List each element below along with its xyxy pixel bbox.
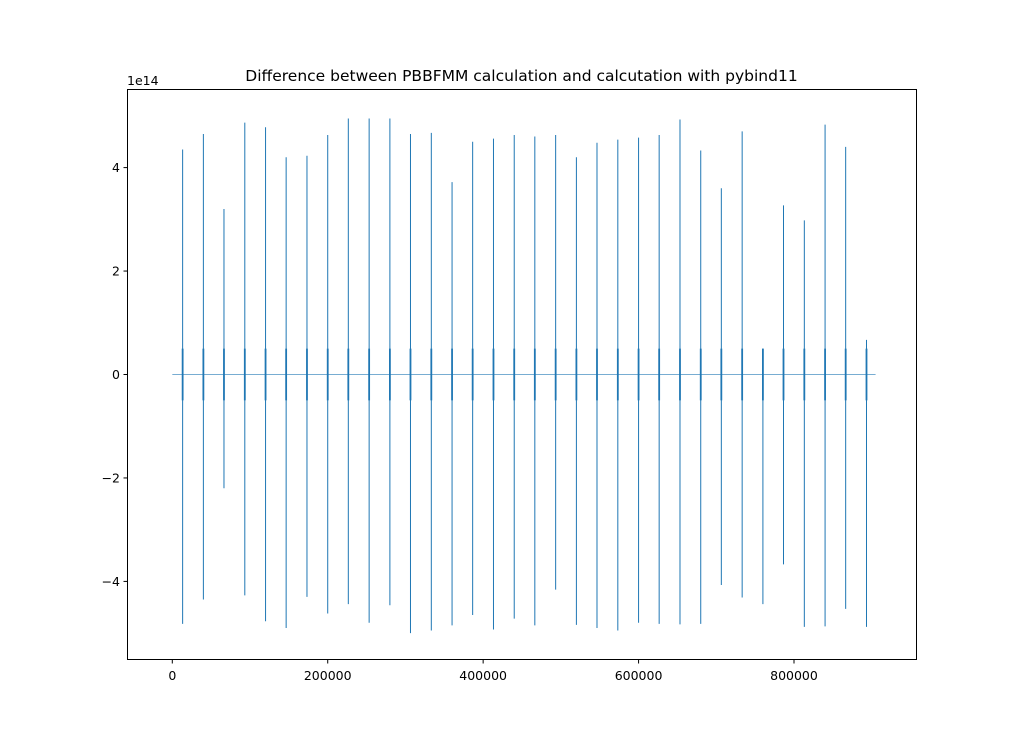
y-offset-text: 1e14 (127, 73, 159, 88)
y-tick-label: 2 (112, 264, 120, 279)
x-tick-label: 800000 (770, 668, 818, 683)
x-tick-label: 600000 (615, 668, 663, 683)
x-tick-label: 400000 (459, 668, 507, 683)
plot-data-layer (172, 118, 876, 634)
y-tick-label: 0 (112, 367, 120, 382)
axes-layer: 0 200000 400000 600000 800000 −4 −2 0 2 4 (102, 160, 818, 683)
plot-frame (127, 89, 917, 660)
y-tick-label: −2 (102, 470, 120, 485)
y-tick-label: −4 (102, 574, 120, 589)
y-tick-label: 4 (112, 160, 120, 175)
chart-title: Difference between PBBFMM calculation an… (245, 67, 797, 85)
x-tick-label: 200000 (304, 668, 352, 683)
x-tick-label: 0 (168, 668, 176, 683)
